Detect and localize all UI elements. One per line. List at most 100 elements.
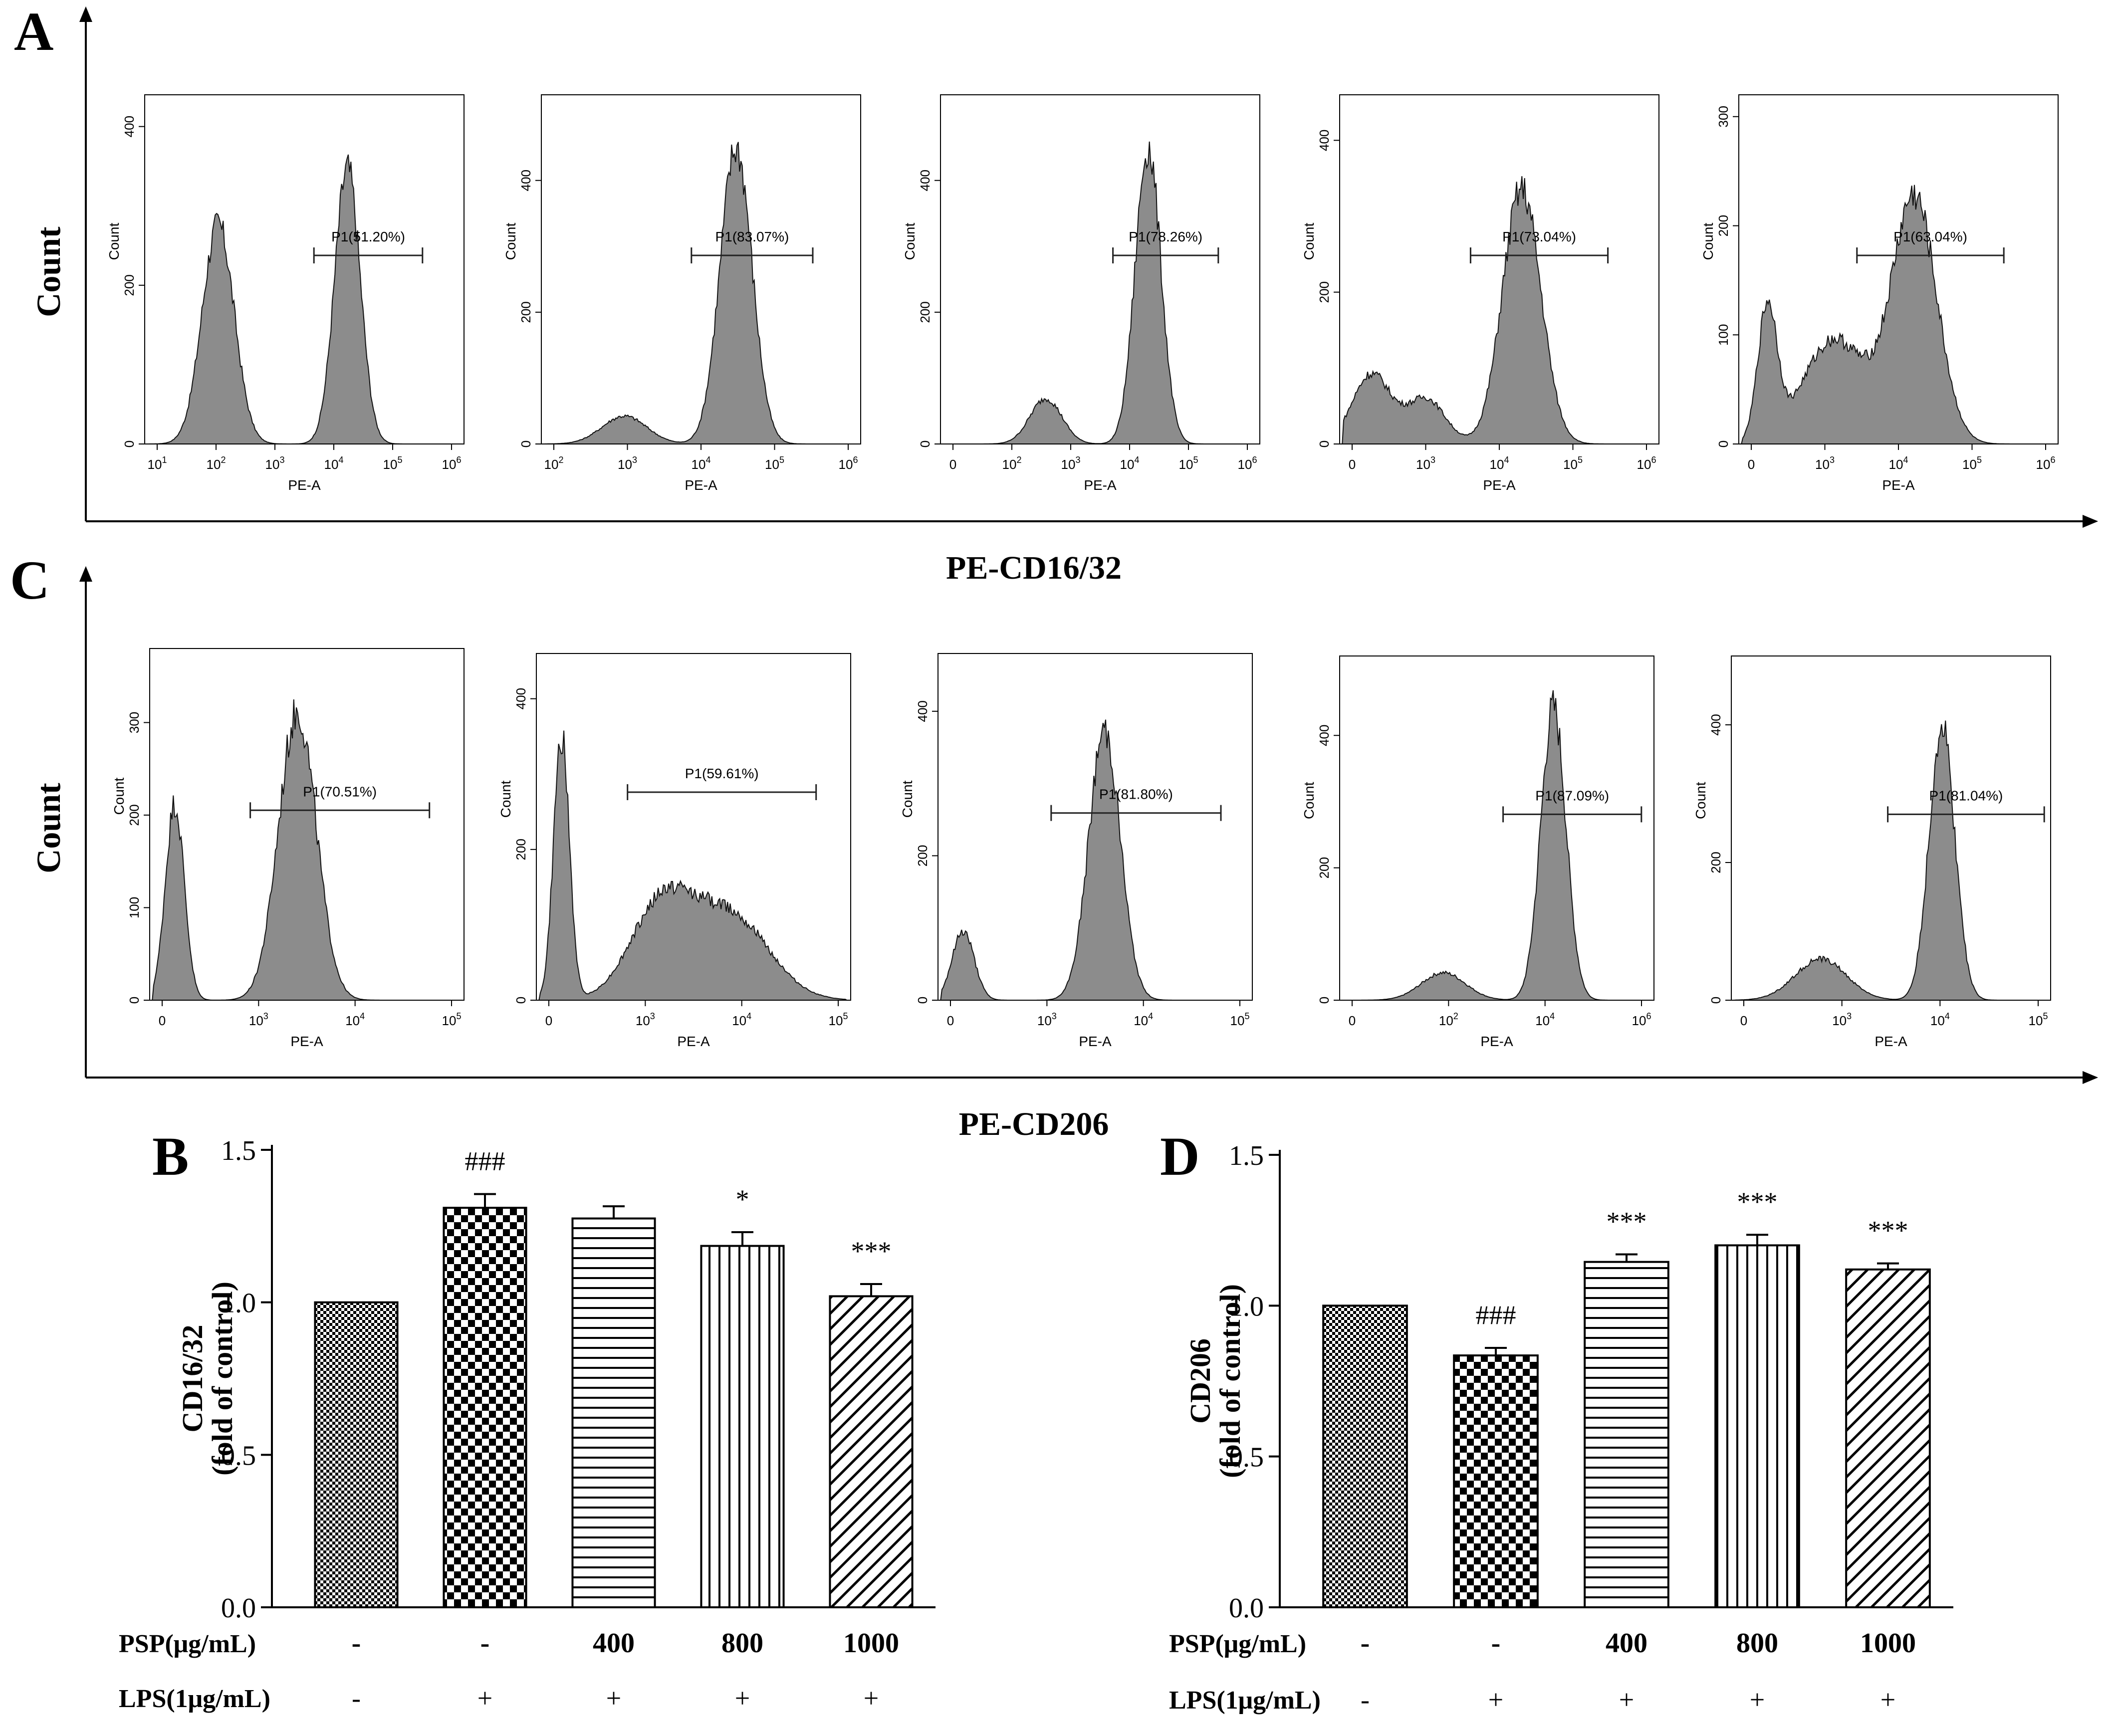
x-tick-label: 105 — [1563, 455, 1583, 472]
histogram-area — [1340, 176, 1659, 444]
lps-value: + — [477, 1683, 492, 1713]
x-tick-label: 106 — [1632, 1011, 1651, 1028]
plot-ylabel: Count — [902, 222, 918, 260]
plot-ylabel: Count — [498, 780, 513, 818]
x-tick-label: 104 — [1535, 1011, 1555, 1028]
panel-a-xlabel: PE-CD16/32 — [946, 550, 1122, 586]
x-tick-label: 103 — [1037, 1011, 1057, 1028]
gate-label: P1(81.04%) — [1929, 788, 2003, 803]
lps-value: + — [864, 1683, 879, 1713]
plot-ylabel: Count — [106, 222, 122, 260]
y-tick-label: 0.0 — [221, 1593, 256, 1624]
x-tick-label: 0 — [1748, 457, 1755, 472]
histogram-area — [541, 142, 861, 444]
y-tick-label: 0 — [1708, 997, 1723, 1004]
y-tick-label: 200 — [1317, 857, 1332, 878]
gate-label: P1(73.04%) — [1502, 229, 1576, 244]
psp-value: - — [1491, 1628, 1501, 1659]
psp-value: 400 — [593, 1628, 635, 1659]
y-tick-label: 200 — [915, 845, 930, 867]
y-tick-label: 300 — [1716, 106, 1731, 127]
significance-label: *** — [1737, 1187, 1778, 1217]
y-tick-label: 0 — [1317, 440, 1332, 447]
x-tick-label: 105 — [829, 1011, 848, 1028]
panel-c-ylabel: Count — [29, 783, 67, 873]
histogram-plot: 0 200 400 Count 0 103 104 105 PE-A P1(81.04%) — [1693, 655, 2051, 1049]
plot-frame — [1731, 655, 2051, 1001]
y-tick-label: 400 — [915, 700, 930, 722]
x-tick-label: 0 — [1740, 1013, 1747, 1028]
y-axis-label: CD16/32 — [176, 1325, 209, 1433]
histogram-area — [145, 154, 464, 444]
histogram-area — [938, 719, 1252, 1001]
x-tick-label: 103 — [618, 455, 637, 472]
y-tick-label: 0 — [918, 440, 933, 447]
psp-value: - — [352, 1628, 361, 1659]
psp-value: 800 — [721, 1628, 763, 1659]
x-tick-label: 106 — [839, 455, 858, 472]
y-tick-label: 100 — [127, 897, 142, 918]
x-tick-label: 104 — [1930, 1011, 1950, 1028]
x-tick-label: 104 — [1490, 455, 1509, 472]
significance-label: ### — [465, 1146, 505, 1176]
panel-letter-b: B — [152, 1126, 189, 1187]
x-tick-label: 105 — [765, 455, 784, 472]
plot-frame — [144, 94, 465, 444]
psp-row-label: PSP(μg/mL) — [119, 1630, 256, 1658]
plot-frame — [149, 648, 465, 1001]
histogram-plot: 0 200 400 Count 0 103 104 105 PE-A P1(81.80%) — [900, 653, 1253, 1049]
x-tick-label: 105 — [1179, 455, 1198, 472]
significance-label: *** — [1607, 1207, 1647, 1237]
lps-row-label: LPS(1μg/mL) — [1169, 1686, 1321, 1715]
bar — [829, 1295, 914, 1608]
plot-ylabel: Count — [1693, 782, 1708, 819]
gate-label: P1(51.20%) — [331, 229, 405, 244]
x-tick-label: 104 — [732, 1011, 751, 1028]
y-tick-label: 1.5 — [1229, 1140, 1264, 1171]
plot-xlabel: PE-A — [288, 477, 321, 493]
significance-label: * — [736, 1184, 749, 1214]
y-tick-label: 400 — [1317, 130, 1332, 151]
y-tick-label: 1.0 — [221, 1288, 256, 1319]
y-tick-label: 100 — [1716, 324, 1731, 346]
y-tick-label: 200 — [513, 839, 528, 860]
plot-frame — [536, 653, 851, 1001]
x-tick-label: 105 — [442, 1011, 462, 1028]
psp-row-label: PSP(μg/mL) — [1169, 1630, 1306, 1658]
bar — [1714, 1244, 1800, 1608]
plot-ylabel: Count — [1301, 222, 1317, 260]
psp-value: 800 — [1736, 1628, 1778, 1659]
gate-label: P1(83.07%) — [715, 229, 789, 244]
x-tick-label: 104 — [1134, 1011, 1153, 1028]
histogram-plot: 0 100 200 300 Count 0 103 104 105 PE-A P1(70.51%) — [111, 648, 465, 1049]
plot-xlabel: PE-A — [1882, 477, 1915, 493]
lps-value: + — [1488, 1685, 1503, 1715]
lps-value: + — [1750, 1685, 1765, 1715]
psp-value: 1000 — [843, 1628, 899, 1659]
y-tick-label: 0.5 — [1229, 1442, 1264, 1473]
bar — [700, 1245, 785, 1609]
plot-xlabel: PE-A — [1084, 477, 1117, 493]
panel-a-ylabel: Count — [29, 226, 67, 317]
histogram-area — [1739, 185, 2058, 444]
y-tick-label: 0.5 — [221, 1440, 256, 1471]
y-tick-label: 0 — [1317, 997, 1332, 1004]
bar-chart-d: 0.0 0.5 1.0 1.5 CD206(fold of control) - - ### -… — [1169, 1140, 1953, 1715]
panel-c-frame — [79, 566, 2099, 1084]
histogram-area — [1731, 720, 2051, 1001]
lps-value: - — [352, 1683, 361, 1713]
panel-letter-a: A — [14, 1, 53, 62]
x-tick-label: 106 — [442, 455, 462, 472]
significance-label: *** — [851, 1236, 892, 1266]
x-tick-label: 0 — [947, 1013, 954, 1028]
bar — [1845, 1268, 1931, 1609]
bar — [571, 1217, 656, 1609]
gate-label: P1(78.26%) — [1129, 229, 1202, 244]
histogram-plot: 0 200 400 Count 0 103 104 105 PE-A P1(59.61%) — [498, 653, 851, 1049]
x-tick-label: 104 — [1120, 455, 1140, 472]
y-tick-label: 0 — [518, 440, 533, 447]
bar — [1584, 1261, 1669, 1609]
y-tick-label: 0 — [127, 997, 142, 1004]
lps-value: + — [1619, 1685, 1634, 1715]
